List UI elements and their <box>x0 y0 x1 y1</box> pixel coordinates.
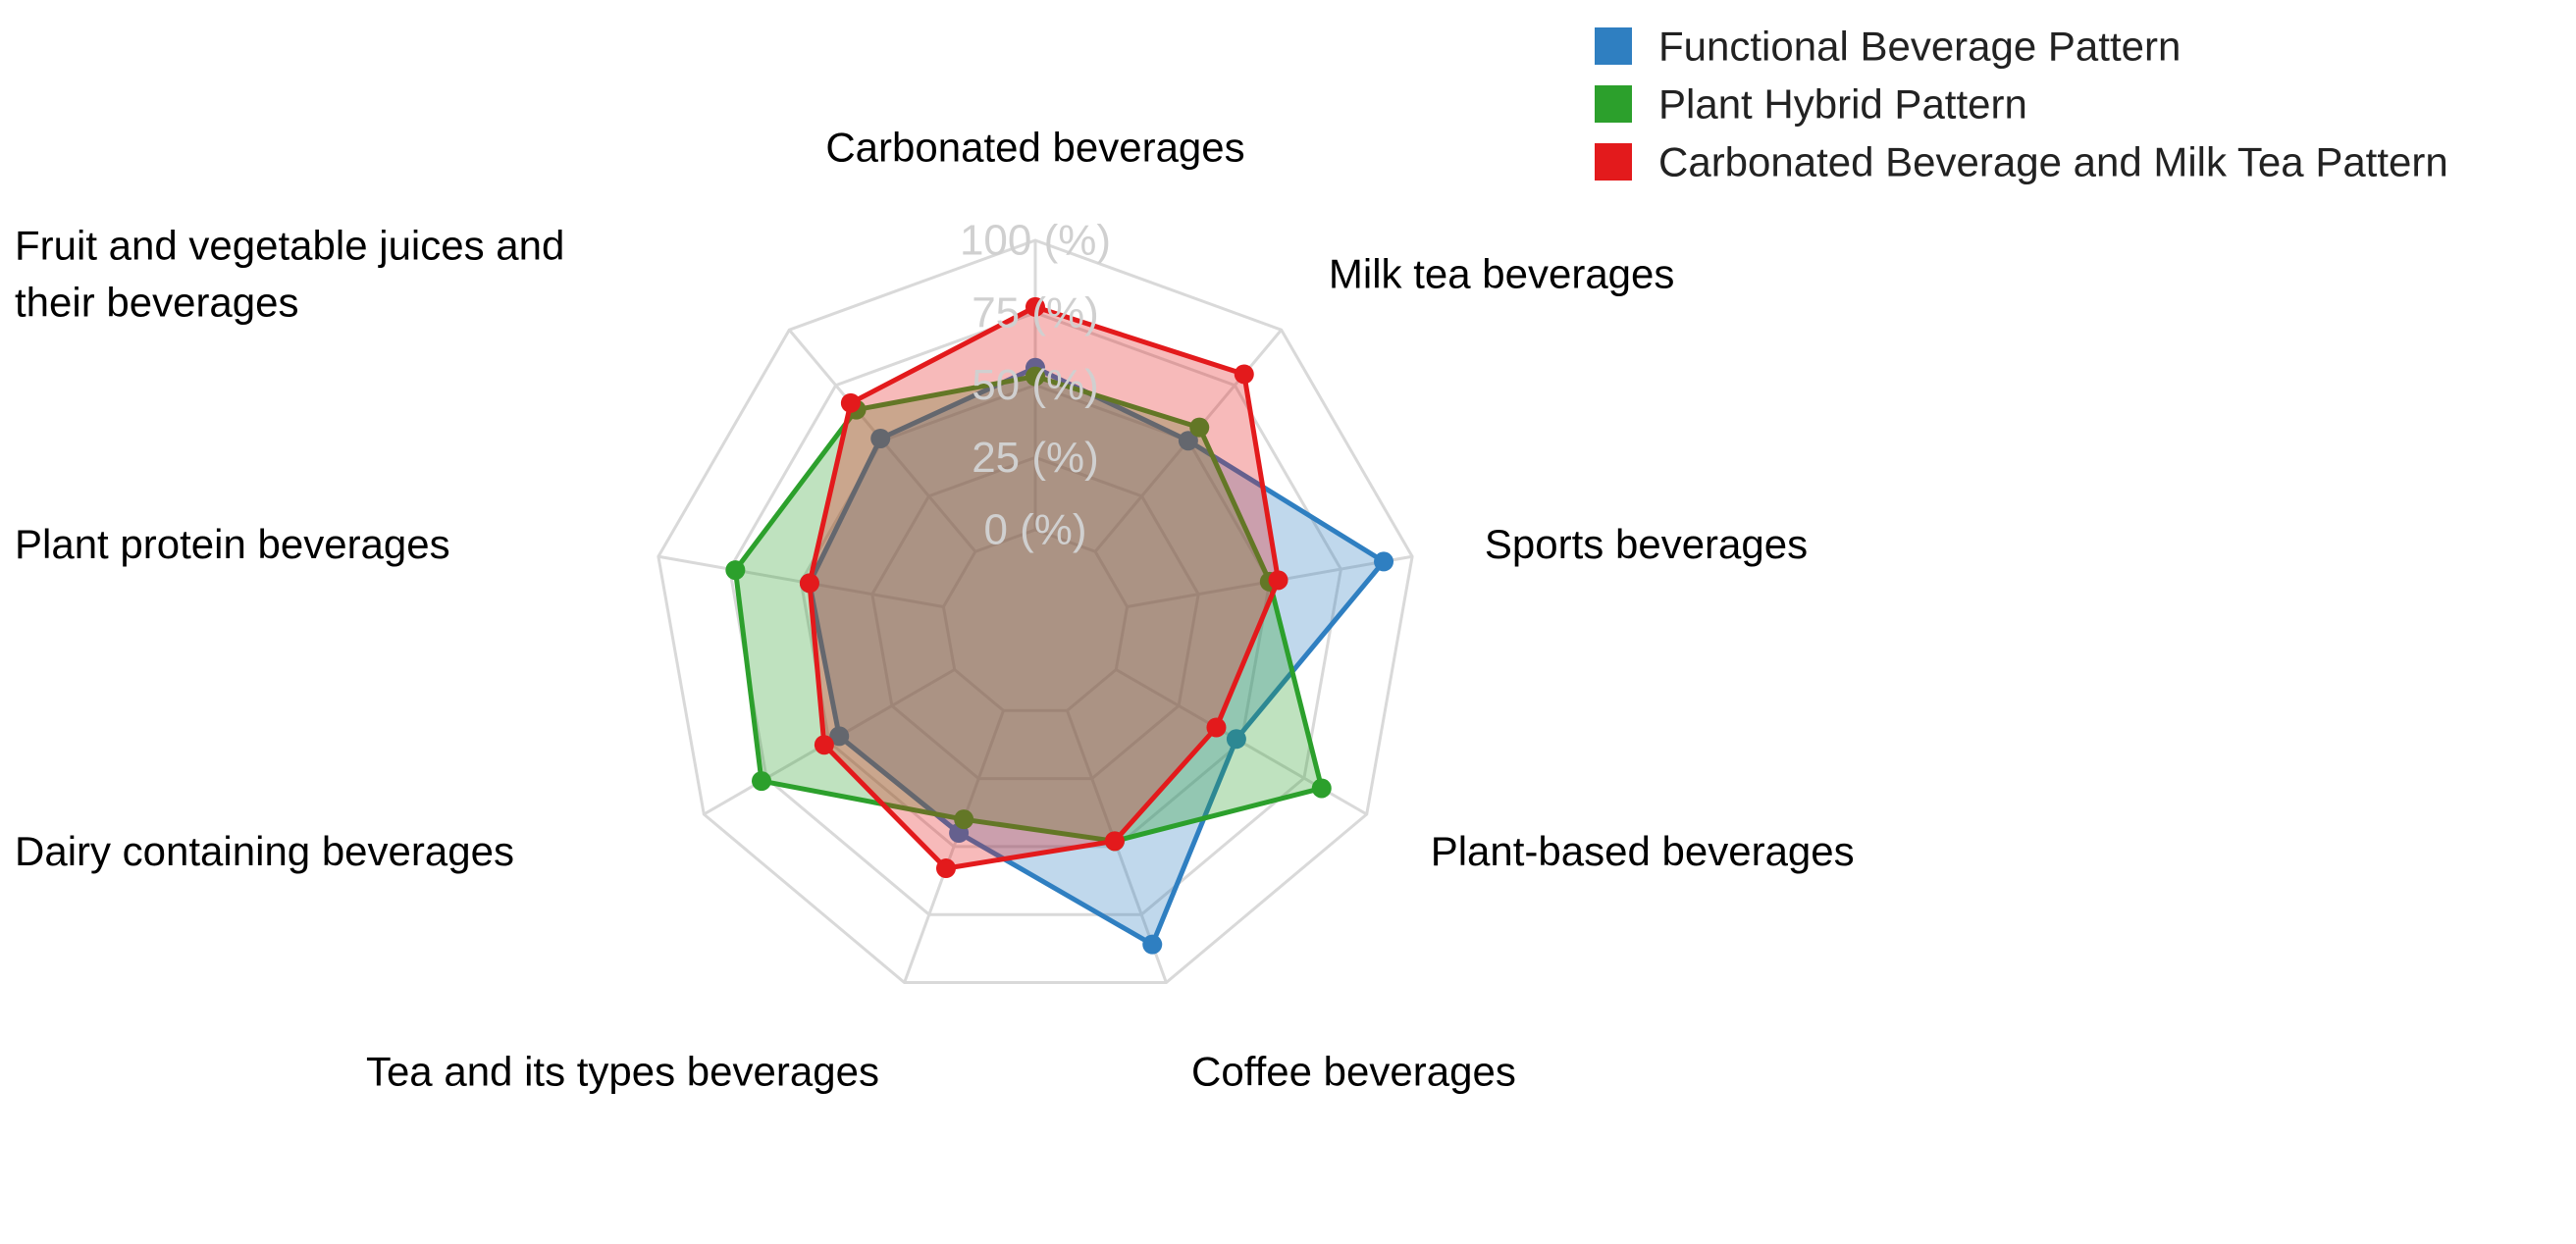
legend-swatch <box>1595 27 1632 65</box>
category-label-line: Fruit and vegetable juices and <box>15 222 564 268</box>
category-label: Plant-based beverages <box>1431 828 1855 874</box>
data-point <box>954 809 974 830</box>
data-point <box>1178 431 1198 451</box>
legend-swatch <box>1595 85 1632 123</box>
category-label-line: Plant protein beverages <box>15 521 450 567</box>
category-label: Dairy containing beverages <box>15 828 514 874</box>
category-label: Carbonated beverages <box>825 125 1244 171</box>
grid-ring-75 <box>728 311 1342 916</box>
data-point <box>1025 296 1045 317</box>
data-point <box>1104 831 1125 852</box>
category-label: Sports beverages <box>1485 521 1808 567</box>
legend-label: Functional Beverage Pattern <box>1658 24 2181 70</box>
category-label-line: their beverages <box>15 279 299 325</box>
tick-label: 25 (%) <box>972 434 1099 482</box>
series-area <box>732 374 1325 844</box>
category-label-line: Dairy containing beverages <box>15 828 514 874</box>
category-label-line: Sports beverages <box>1485 521 1808 567</box>
category-label-line: Plant-based beverages <box>1431 828 1855 874</box>
category-label: Tea and its types beverages <box>366 1048 879 1094</box>
legend-label: Carbonated Beverage and Milk Tea Pattern <box>1658 139 2448 185</box>
data-point <box>1268 570 1288 591</box>
category-label: Milk tea beverages <box>1329 250 1675 296</box>
data-point <box>870 428 891 448</box>
category-label-line: Carbonated beverages <box>825 125 1244 171</box>
grid-ring-100 <box>657 238 1414 984</box>
series-area <box>807 304 1281 871</box>
data-point <box>840 392 861 413</box>
tick-label: 100 (%) <box>960 217 1111 265</box>
data-point <box>935 858 956 879</box>
data-point <box>1189 417 1210 438</box>
category-labels: Carbonated beverages Milk tea beverages Sp… <box>15 125 1855 1095</box>
data-point <box>1226 729 1246 750</box>
data-point <box>814 735 834 755</box>
grid-ring-0 <box>941 528 1130 712</box>
tick-label: 0 (%) <box>983 506 1086 554</box>
data-point <box>725 560 746 581</box>
tick-label: 50 (%) <box>972 361 1099 409</box>
legend-item: Functional Beverage Pattern <box>1595 24 2181 70</box>
radial-tick-labels: 0 (%) 25 (%) 50 (%) 75 (%) 100 (%) <box>960 217 1111 554</box>
legend: Functional Beverage Pattern Plant Hybrid … <box>1595 24 2448 185</box>
radar-series <box>725 296 1394 955</box>
data-point <box>752 771 772 792</box>
legend-item: Carbonated Beverage and Milk Tea Pattern <box>1595 139 2448 185</box>
data-point <box>1311 778 1332 799</box>
category-label: Coffee beverages <box>1191 1048 1516 1094</box>
legend-swatch <box>1595 143 1632 181</box>
data-point <box>1234 364 1254 385</box>
category-label: Fruit and vegetable juices and their beve… <box>15 222 564 325</box>
tick-label: 75 (%) <box>972 288 1099 337</box>
category-label-line: Coffee beverages <box>1191 1048 1516 1094</box>
grid-ring-25 <box>870 455 1200 781</box>
category-label-line: Milk tea beverages <box>1329 250 1675 296</box>
data-point <box>1206 717 1227 738</box>
legend-item: Plant Hybrid Pattern <box>1595 81 2027 128</box>
data-point <box>1142 934 1163 955</box>
category-label: Plant protein beverages <box>15 521 450 567</box>
data-point <box>1025 366 1045 387</box>
grid-ring-50 <box>799 383 1272 849</box>
grid-spoke <box>903 709 1005 983</box>
data-point <box>829 726 850 747</box>
category-label-line: Tea and its types beverages <box>366 1048 879 1094</box>
data-point <box>799 573 819 594</box>
data-point <box>1374 551 1394 572</box>
series-3 <box>799 296 1288 879</box>
legend-label: Plant Hybrid Pattern <box>1658 81 2027 128</box>
